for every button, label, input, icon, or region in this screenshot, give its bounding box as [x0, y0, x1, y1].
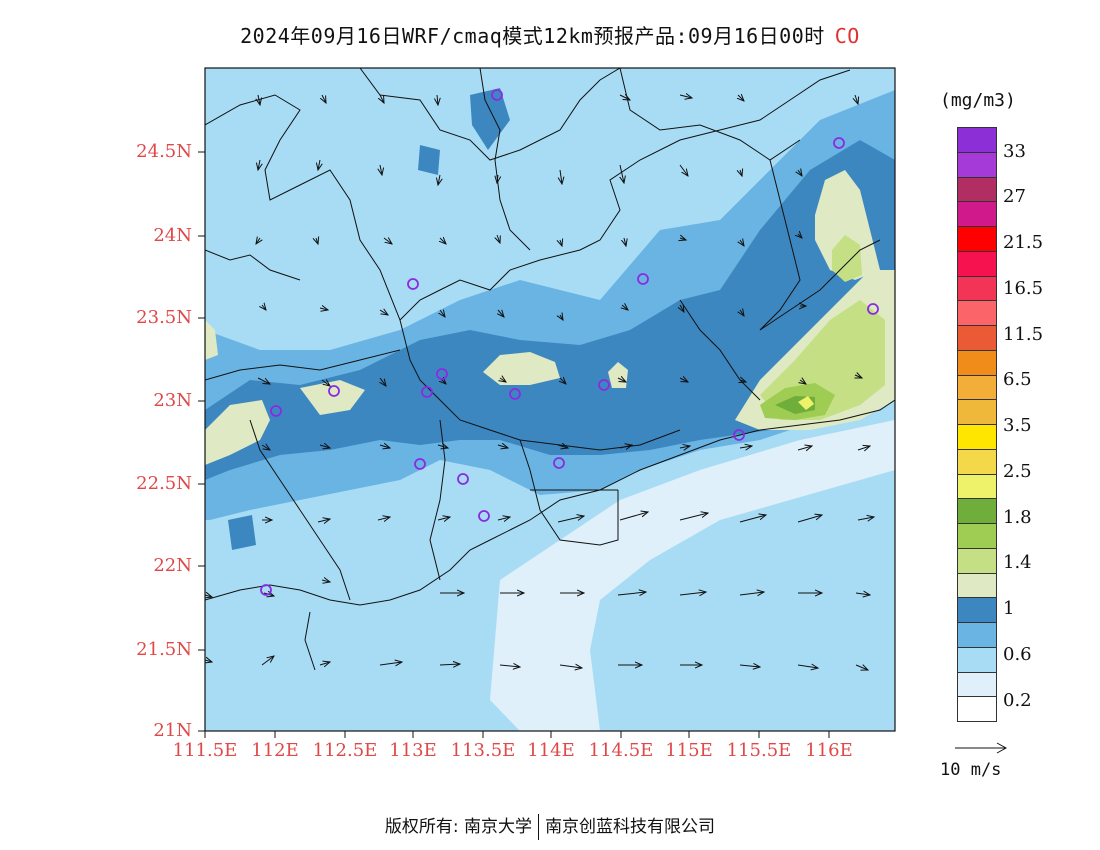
- colorbar-label: 1: [1003, 598, 1015, 619]
- lat-label-22-5n: 22.5N: [136, 473, 192, 494]
- colorbar-swatch: [958, 573, 996, 599]
- lat-label-24-5n: 24.5N: [136, 141, 192, 162]
- lat-label-21-5n: 21.5N: [136, 639, 192, 660]
- colorbar-swatch: [958, 697, 996, 721]
- colorbar-label: 0.2: [1003, 690, 1032, 711]
- map-frame: [204, 67, 896, 732]
- colorbar-swatch: [958, 276, 996, 302]
- colorbar-swatch: [958, 598, 996, 623]
- colorbar-swatch: [958, 548, 996, 574]
- colorbar-label: 33: [1003, 141, 1026, 162]
- title-text: 2024年09月16日WRF/cmaq模式12km预报产品:09月16日00时: [240, 24, 825, 48]
- lon-label-112e: 112E: [251, 740, 299, 761]
- colorbar-label: 27: [1003, 186, 1026, 207]
- colorbar-swatch: [958, 128, 996, 153]
- colorbar-swatch: [958, 202, 996, 227]
- wind-vectors: [205, 95, 874, 670]
- copyright-left: 版权所有: 南京大学: [384, 817, 533, 837]
- field-pale-green-north: [815, 170, 880, 280]
- lat-label-23-5n: 23.5N: [136, 307, 192, 328]
- colorbar-swatch: [958, 326, 996, 351]
- pollutant-species: CO: [834, 24, 860, 48]
- colorbar-swatch: [958, 227, 996, 252]
- lat-label-23n: 23N: [153, 390, 192, 411]
- colorbar-swatch: [958, 400, 996, 425]
- field-pale-green-west: [205, 320, 365, 465]
- colorbar-swatch: [958, 425, 996, 450]
- page-title: 2024年09月16日WRF/cmaq模式12km预报产品:09月16日00时 C…: [0, 20, 1100, 49]
- field-dark-zone-2: [228, 88, 510, 550]
- axis-ticks: [198, 151, 830, 738]
- wind-reference-arrow: [955, 742, 1008, 754]
- boundary-lines: [205, 68, 895, 671]
- colorbar-label: 2.5: [1003, 461, 1032, 482]
- wind-reference-label: 10 m/s: [940, 760, 1002, 780]
- colorbar: [957, 127, 997, 722]
- colorbar-swatch: [958, 177, 996, 203]
- colorbar-swatch: [958, 152, 996, 178]
- lon-label-111-5e: 111.5E: [172, 740, 238, 761]
- colorbar-swatch: [958, 449, 996, 475]
- copyright-right: 南京创蓝科技有限公司: [545, 817, 716, 837]
- colorbar-label: 6.5: [1003, 369, 1032, 390]
- colorbar-swatch: [958, 375, 996, 401]
- lon-label-112-5e: 112.5E: [312, 740, 378, 761]
- copyright-divider: [538, 814, 540, 840]
- colorbar-swatch: [958, 474, 996, 500]
- lon-label-115-5e: 115.5E: [726, 740, 792, 761]
- colorbar-unit: (mg/m3): [940, 90, 1016, 111]
- colorbar-swatch: [958, 524, 996, 549]
- concentration-field: [205, 68, 895, 731]
- colorbar-label: 21.5: [1003, 232, 1044, 253]
- lat-label-21n: 21N: [153, 720, 192, 741]
- station-markers: [260, 89, 879, 596]
- lon-label-115e: 115E: [665, 740, 713, 761]
- colorbar-label: 16.5: [1003, 278, 1044, 299]
- copyright: 版权所有: 南京大学 南京创蓝科技有限公司: [0, 812, 1100, 840]
- colorbar-swatch: [958, 251, 996, 277]
- colorbar-swatch: [958, 647, 996, 673]
- colorbar-swatch: [958, 623, 996, 648]
- colorbar-label: 11.5: [1003, 324, 1044, 345]
- colorbar-label: 1.4: [1003, 552, 1032, 573]
- colorbar-swatch: [958, 350, 996, 376]
- lon-label-114-5e: 114.5E: [588, 740, 654, 761]
- lon-label-113-5e: 113.5E: [450, 740, 516, 761]
- lon-label-113e: 113E: [389, 740, 437, 761]
- field-dark-zone: [205, 140, 895, 480]
- colorbar-label: 0.6: [1003, 644, 1032, 665]
- field-yellow-peak: [798, 396, 814, 410]
- colorbar-swatch: [958, 499, 996, 524]
- lat-label-24n: 24N: [153, 225, 192, 246]
- lon-label-116e: 116E: [805, 740, 853, 761]
- lat-label-22n: 22N: [153, 555, 192, 576]
- colorbar-swatch: [958, 301, 996, 326]
- colorbar-label: 3.5: [1003, 415, 1032, 436]
- colorbar-swatch: [958, 672, 996, 698]
- lon-label-114e: 114E: [527, 740, 575, 761]
- colorbar-label: 1.8: [1003, 507, 1032, 528]
